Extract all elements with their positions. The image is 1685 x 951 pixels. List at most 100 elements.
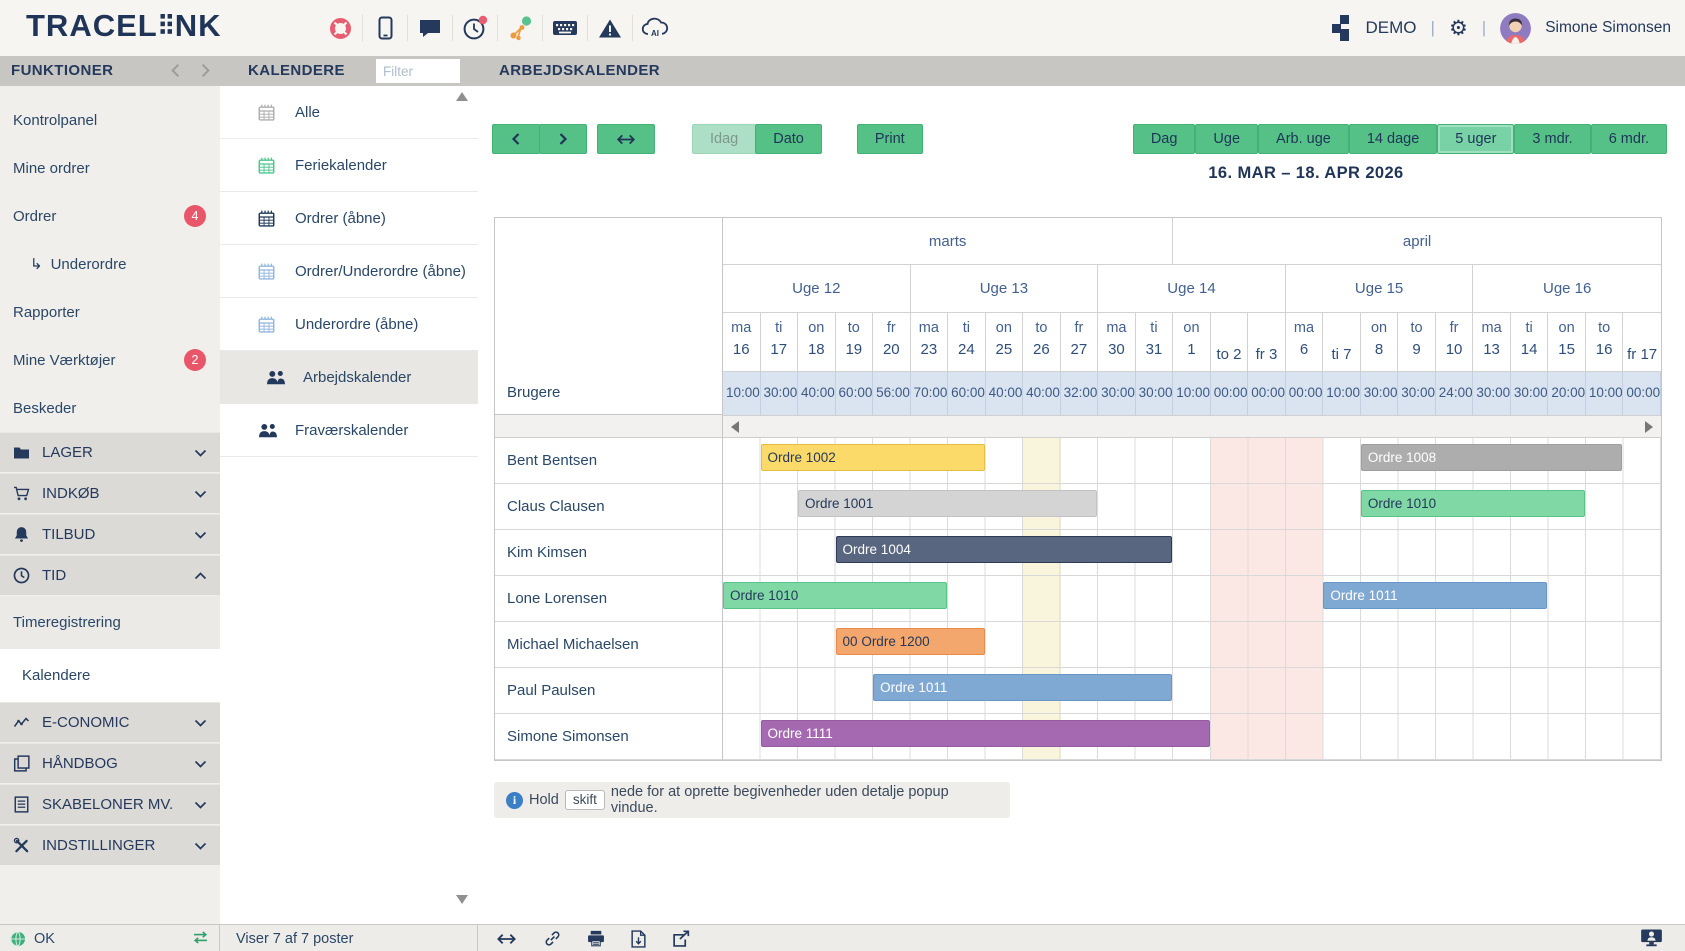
collapse-left-icon[interactable] bbox=[168, 63, 183, 83]
warning-icon[interactable] bbox=[588, 18, 632, 39]
sidebar-group-indk-b[interactable]: INDKØB bbox=[0, 473, 220, 514]
gantt-bar-ordre-1010[interactable]: Ordre 1010 bbox=[723, 582, 948, 609]
sidebar-item-kalendere[interactable]: Kalendere bbox=[0, 649, 220, 702]
day-abbr-label: on bbox=[995, 320, 1012, 336]
keyboard-icon[interactable] bbox=[543, 19, 587, 37]
view-button-6-mdr[interactable]: 6 mdr. bbox=[1590, 124, 1667, 154]
capacity-hours-cell: 10:00 bbox=[1173, 372, 1211, 415]
user-avatar[interactable] bbox=[1500, 12, 1532, 44]
scroll-down-icon[interactable] bbox=[456, 895, 468, 904]
sidebar-item-ordrer[interactable]: Ordrer 4 bbox=[0, 192, 220, 240]
gantt-bar-ordre-1011[interactable]: Ordre 1011 bbox=[1323, 582, 1548, 609]
topbar: TRACEL NK bbox=[0, 0, 1685, 56]
sync-icon[interactable] bbox=[192, 931, 209, 944]
calendar-list-item-underordre-bne[interactable]: Underordre (åbne) bbox=[220, 298, 478, 351]
gantt-bar-ordre-1004[interactable]: Ordre 1004 bbox=[835, 536, 1173, 563]
tracelink-logo[interactable]: TRACEL NK bbox=[26, 8, 222, 44]
calendar-list-item-alle[interactable]: Alle bbox=[220, 86, 478, 139]
collapse-right-icon[interactable] bbox=[198, 63, 213, 83]
today-button[interactable]: Idag bbox=[692, 124, 757, 154]
gantt-bar-ordre-1111[interactable]: Ordre 1111 bbox=[760, 720, 1210, 747]
ai-cloud-icon[interactable]: AI bbox=[633, 17, 677, 39]
capacity-hours-cell: 40:00 bbox=[798, 372, 836, 415]
shift-keycap: skift bbox=[564, 790, 605, 810]
calendar-list-item-ordrer-underordre-bne[interactable]: Ordrer/Underordre (åbne) bbox=[220, 245, 478, 298]
scroll-up-icon[interactable] bbox=[456, 92, 468, 101]
sidebar-group-indstillinger[interactable]: INDSTILLINGER bbox=[0, 825, 220, 866]
sidebar-group-e-conomic[interactable]: E-CONOMIC bbox=[0, 702, 220, 743]
screen-user-icon[interactable] bbox=[1640, 928, 1663, 947]
gantt-bar-00-ordre-1200[interactable]: 00 Ordre 1200 bbox=[835, 628, 985, 655]
expand-range-button[interactable] bbox=[597, 124, 655, 154]
sidebar-group-label: TILBUD bbox=[42, 526, 96, 543]
day-number-label: 16 bbox=[732, 341, 750, 358]
view-button-14-dage[interactable]: 14 dage bbox=[1348, 124, 1438, 154]
calendar-list-item-arbejdskalender[interactable]: Arbejdskalender bbox=[220, 351, 478, 404]
sidebar-item-label: Rapporter bbox=[13, 303, 80, 321]
sidebar-item-mine-v-rkt-jer[interactable]: Mine Værktøjer 2 bbox=[0, 336, 220, 384]
day-header-cell: on 1 bbox=[1173, 313, 1211, 372]
capacity-hours-cell: 30:00 bbox=[1510, 372, 1549, 415]
calendar-list-item-ordrer-bne[interactable]: Ordrer (åbne) bbox=[220, 192, 478, 245]
view-button-dag[interactable]: Dag bbox=[1132, 124, 1196, 154]
day-label: to 2 bbox=[1216, 346, 1242, 363]
scroll-right-icon[interactable] bbox=[1645, 421, 1653, 433]
calendar-filter-input[interactable] bbox=[376, 59, 460, 83]
gantt-bar-ordre-1011[interactable]: Ordre 1011 bbox=[873, 674, 1173, 701]
user-name[interactable]: Simone Simonsen bbox=[1545, 19, 1671, 36]
pdf-export-icon[interactable] bbox=[631, 930, 646, 948]
gantt-bar-ordre-1010[interactable]: Ordre 1010 bbox=[1360, 490, 1585, 517]
chevron-down-icon bbox=[194, 842, 207, 850]
view-button-3-mdr[interactable]: 3 mdr. bbox=[1514, 124, 1591, 154]
record-count-section: Viser 7 af 7 poster bbox=[221, 925, 478, 951]
share-export-icon[interactable] bbox=[672, 930, 690, 947]
sidebar-item-rapporter[interactable]: Rapporter bbox=[0, 288, 220, 336]
print-icon[interactable] bbox=[587, 930, 605, 947]
view-button-uge[interactable]: Uge bbox=[1195, 124, 1259, 154]
support-lifering-icon[interactable] bbox=[318, 17, 362, 40]
capacity-hours-cell: 40:00 bbox=[1023, 372, 1061, 415]
sidebar-item-beskeder[interactable]: Beskeder bbox=[0, 384, 220, 432]
sidebar-item-kontrolpanel[interactable]: Kontrolpanel bbox=[0, 96, 220, 144]
sidebar-group-tilbud[interactable]: TILBUD bbox=[0, 514, 220, 555]
day-number-label: 15 bbox=[1558, 341, 1575, 358]
sidebar-group-h-ndbog[interactable]: HÅNDBOG bbox=[0, 743, 220, 784]
sidebar-group-lager[interactable]: LAGER bbox=[0, 432, 220, 473]
gantt-bar-ordre-1002[interactable]: Ordre 1002 bbox=[760, 444, 985, 471]
day-number-label: 24 bbox=[958, 341, 975, 358]
timeline-scrollbar[interactable] bbox=[723, 415, 1661, 438]
calendar-list-item-feriekalender[interactable]: Feriekalender bbox=[220, 139, 478, 192]
calendar-icon bbox=[258, 157, 275, 174]
fit-width-icon[interactable] bbox=[495, 933, 518, 945]
view-button-5-uger[interactable]: 5 uger bbox=[1437, 124, 1515, 154]
gantt-bar-ordre-1008[interactable]: Ordre 1008 bbox=[1360, 444, 1623, 471]
calendar-list-item-frav-rskalender[interactable]: Fraværskalender bbox=[220, 404, 478, 457]
calendar-list-item-label: Ordrer (åbne) bbox=[295, 209, 386, 227]
capacity-hours-cell: 60:00 bbox=[948, 372, 986, 415]
users-header-cell: Brugere bbox=[495, 218, 722, 415]
sidebar-item-mine-ordrer[interactable]: Mine ordrer bbox=[0, 144, 220, 192]
view-button-arb-uge[interactable]: Arb. uge bbox=[1258, 124, 1349, 154]
print-button[interactable]: Print bbox=[856, 124, 923, 154]
mobile-icon[interactable] bbox=[363, 16, 407, 40]
clock-icon[interactable] bbox=[453, 15, 497, 41]
chart-icon bbox=[13, 714, 32, 731]
date-button[interactable]: Dato bbox=[755, 124, 822, 154]
day-header-cell: on 18 bbox=[798, 313, 836, 372]
chat-icon[interactable] bbox=[408, 17, 452, 39]
link-icon[interactable] bbox=[544, 930, 561, 947]
scroll-left-icon[interactable] bbox=[731, 421, 739, 433]
workflow-icon[interactable] bbox=[498, 15, 542, 42]
sidebar-group-tid[interactable]: TID bbox=[0, 555, 220, 596]
next-button[interactable] bbox=[539, 124, 587, 154]
logo-text-suffix: NK bbox=[174, 8, 222, 43]
sidebar-group-skabeloner-mv[interactable]: SKABELONER MV. bbox=[0, 784, 220, 825]
gantt-bar-ordre-1001[interactable]: Ordre 1001 bbox=[798, 490, 1098, 517]
app-switcher-icon[interactable] bbox=[1330, 12, 1352, 44]
prev-button[interactable] bbox=[492, 124, 540, 154]
settings-gear-icon[interactable]: ⚙ bbox=[1448, 16, 1468, 40]
sidebar-item-underordre[interactable]: ↳ Underordre bbox=[0, 240, 220, 288]
sidebar-item-timeregistrering[interactable]: Timeregistrering bbox=[0, 596, 220, 649]
day-abbr-label: on bbox=[1183, 320, 1200, 336]
